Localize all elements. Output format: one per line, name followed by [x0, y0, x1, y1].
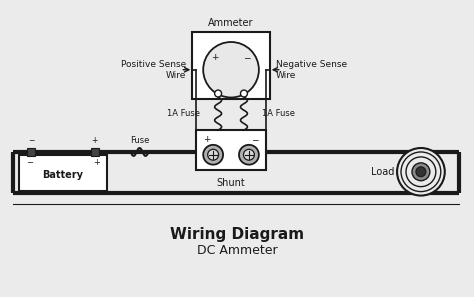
Ellipse shape — [203, 42, 259, 97]
Circle shape — [412, 163, 430, 181]
Text: Fuse: Fuse — [130, 136, 149, 145]
Circle shape — [208, 149, 219, 160]
Circle shape — [240, 90, 247, 97]
Text: 1A Fuse: 1A Fuse — [167, 109, 200, 118]
Bar — [91, 148, 99, 156]
Text: −: − — [251, 135, 259, 144]
Text: +: + — [211, 53, 219, 62]
Circle shape — [215, 90, 221, 97]
Text: DC Ammeter: DC Ammeter — [197, 244, 277, 257]
Text: Load: Load — [371, 167, 394, 177]
FancyBboxPatch shape — [19, 155, 107, 191]
Text: −: − — [26, 158, 33, 168]
Text: Wiring Diagram: Wiring Diagram — [170, 227, 304, 242]
FancyBboxPatch shape — [196, 130, 266, 170]
Text: Positive Sense
Wire: Positive Sense Wire — [121, 60, 186, 80]
Text: −: − — [28, 136, 35, 145]
Text: Battery: Battery — [43, 170, 83, 180]
Bar — [27, 148, 35, 156]
Text: 1A Fuse: 1A Fuse — [262, 109, 295, 118]
Circle shape — [239, 145, 259, 165]
Text: −: − — [243, 53, 251, 62]
Text: +: + — [93, 158, 100, 168]
Text: +: + — [91, 136, 98, 145]
FancyBboxPatch shape — [192, 32, 270, 99]
Text: Ammeter: Ammeter — [208, 18, 254, 28]
Text: Shunt: Shunt — [217, 178, 246, 188]
Circle shape — [244, 149, 255, 160]
Circle shape — [397, 148, 445, 195]
Circle shape — [406, 157, 436, 187]
Text: +: + — [203, 135, 211, 144]
Circle shape — [416, 167, 426, 177]
Text: Negative Sense
Wire: Negative Sense Wire — [276, 60, 347, 80]
Circle shape — [401, 152, 441, 192]
Circle shape — [203, 145, 223, 165]
